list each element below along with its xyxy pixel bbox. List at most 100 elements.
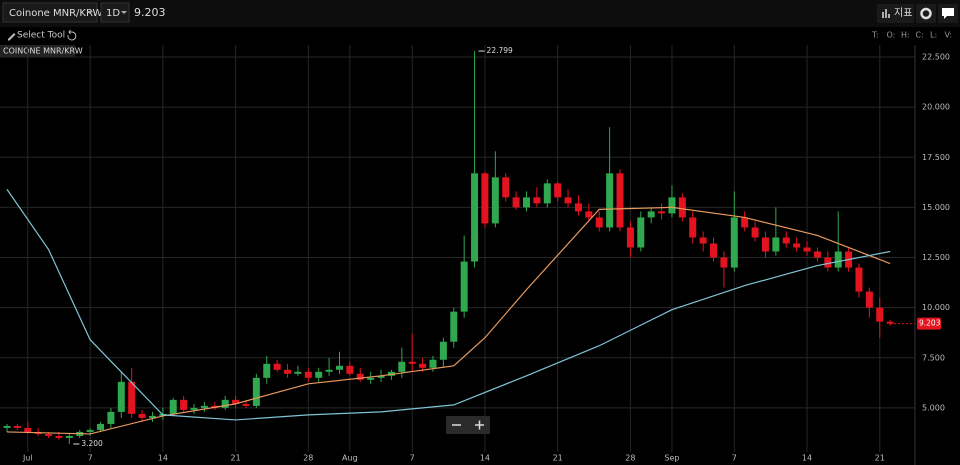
zoom-in[interactable]: [475, 420, 484, 430]
y-tick-label: 12.500: [922, 253, 950, 262]
candle-body: [232, 399, 240, 404]
x-tick-label: Aug: [342, 454, 358, 463]
indicators: 지표: [894, 7, 912, 19]
candle-body: [13, 425, 21, 428]
candle-body: [294, 371, 302, 374]
ohlc-label: V:: [945, 31, 953, 40]
candle-body: [876, 307, 884, 322]
candle-body: [107, 411, 115, 424]
x-tick-label: 21: [230, 454, 240, 463]
indicators-button[interactable]: [877, 4, 914, 23]
x-tick-label: 7: [410, 454, 415, 463]
pencil-icon: [8, 33, 16, 41]
candle-body: [148, 415, 156, 418]
settings-icon: [920, 7, 932, 20]
candle-body: [626, 227, 634, 248]
indicators-icon: [882, 9, 890, 18]
candle-body: [346, 365, 354, 374]
candle-body: [335, 365, 343, 370]
candle-body: [398, 361, 406, 372]
candle-body: [252, 377, 260, 406]
dropdown-icon: [121, 11, 127, 14]
ohlc-label: L:: [930, 31, 937, 40]
candle-body: [273, 363, 281, 370]
undo-icon[interactable]: [67, 29, 77, 41]
candle-body: [471, 173, 479, 262]
plot: 5.000 7.500 10.000 12.500 15.000 17.500 20.000…: [0, 45, 950, 465]
ohlc-legend: T: O: H: C: L: V:: [871, 31, 952, 40]
candle-body: [637, 217, 645, 248]
candle-body: [367, 377, 375, 380]
candle-body: [855, 267, 863, 292]
ohlc-label: H:: [901, 31, 910, 40]
x-tick-label: 21: [553, 454, 563, 463]
candle-body: [200, 405, 208, 408]
candle-body: [419, 363, 427, 368]
x-tick-label: 28: [303, 454, 313, 463]
symbol-box[interactable]: [2, 2, 98, 23]
candle-body: [533, 197, 541, 204]
candle-body: [128, 381, 136, 414]
x-tick-label: 21: [875, 454, 885, 463]
candle-body: [55, 435, 63, 438]
x-tick-label: 14: [158, 454, 168, 463]
ohlc-label: T:: [871, 31, 879, 40]
x-tick-label: 14: [802, 454, 812, 463]
interval-box[interactable]: [100, 2, 130, 23]
candle-body: [523, 197, 530, 208]
top-bar: [0, 0, 960, 27]
y-tick-label: 20.000: [922, 103, 950, 112]
x-tick-label: Jul: [22, 454, 33, 463]
candle-body: [65, 435, 73, 438]
candle-body: [512, 197, 520, 208]
dropdown-icon: [87, 11, 93, 14]
candle-body: [242, 403, 250, 406]
candle-body: [263, 363, 271, 378]
annotation: 3.200: [81, 439, 103, 448]
y-tick-label: 17.500: [922, 153, 950, 162]
candle-body: [439, 341, 447, 360]
ohlc-label: O:: [887, 31, 896, 40]
candle-body: [356, 373, 364, 380]
legend-box: [0, 45, 75, 57]
current-price: 9.203: [134, 6, 166, 19]
candle-body: [491, 177, 499, 224]
y-tick-label: 5.000: [922, 403, 945, 412]
candle-body: [221, 399, 229, 408]
moving-average: [6, 206, 891, 435]
candle-body: [689, 217, 697, 238]
candle-body: [699, 237, 707, 244]
candle-body: [325, 369, 333, 372]
candle-body: [585, 211, 593, 218]
candle-body: [793, 243, 801, 248]
symbol: Coinone MNR/KRW: [9, 8, 103, 19]
candle-body: [751, 227, 759, 238]
candle-body: [117, 381, 125, 412]
candle-body: [772, 237, 780, 252]
x-tick-label: 28: [625, 454, 635, 463]
candle-body: [284, 369, 292, 374]
candle-body: [761, 237, 769, 252]
candle-body: [616, 173, 624, 228]
candle-body: [190, 407, 198, 410]
candle-body: [554, 183, 562, 198]
candle-body: [315, 371, 323, 378]
y-tick-label: 10.000: [922, 303, 950, 312]
candle-body: [564, 197, 572, 204]
candle-body: [730, 217, 738, 268]
settings-button[interactable]: [916, 4, 936, 23]
select-tool[interactable]: Select Tool: [17, 31, 65, 41]
candle-body: [169, 399, 177, 414]
moving-average: [6, 189, 891, 421]
candle-body: [741, 217, 749, 228]
candle-body: [813, 251, 821, 258]
candle-body: [481, 173, 489, 224]
x-tick-label: 7: [88, 454, 93, 463]
legend-title: COINONE MNR/KRW: [3, 47, 83, 56]
candle-body: [668, 197, 676, 214]
candle-body: [180, 399, 188, 410]
candle-body: [138, 413, 146, 418]
annotation: 22.799: [487, 46, 513, 55]
